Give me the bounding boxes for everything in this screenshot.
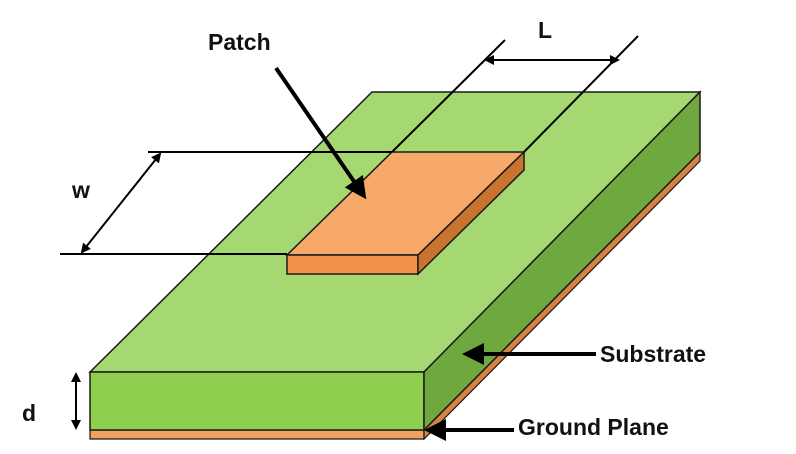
substrate-side-face	[423, 90, 701, 432]
width-dimension: w	[60, 151, 392, 255]
thickness-dimension: d	[22, 372, 81, 430]
thickness-label: d	[22, 400, 36, 426]
width-label: w	[71, 177, 90, 203]
length-dimension: L	[391, 17, 639, 153]
substrate-label: Substrate	[600, 341, 706, 367]
substrate-front-face	[89, 371, 425, 431]
patch-side-face	[417, 150, 525, 276]
ground-plane-front	[89, 429, 425, 440]
ground-plane-callout: Ground Plane	[424, 414, 669, 441]
patch-callout: Patch	[208, 29, 367, 200]
patch-label: Patch	[208, 29, 271, 55]
patch-front-face	[286, 254, 419, 275]
patch-pointer-arrow	[274, 66, 367, 200]
width-arrow	[80, 152, 162, 254]
substrate-callout: Substrate	[462, 341, 706, 367]
length-label: L	[538, 17, 552, 43]
ground-plane-label: Ground Plane	[518, 414, 669, 440]
